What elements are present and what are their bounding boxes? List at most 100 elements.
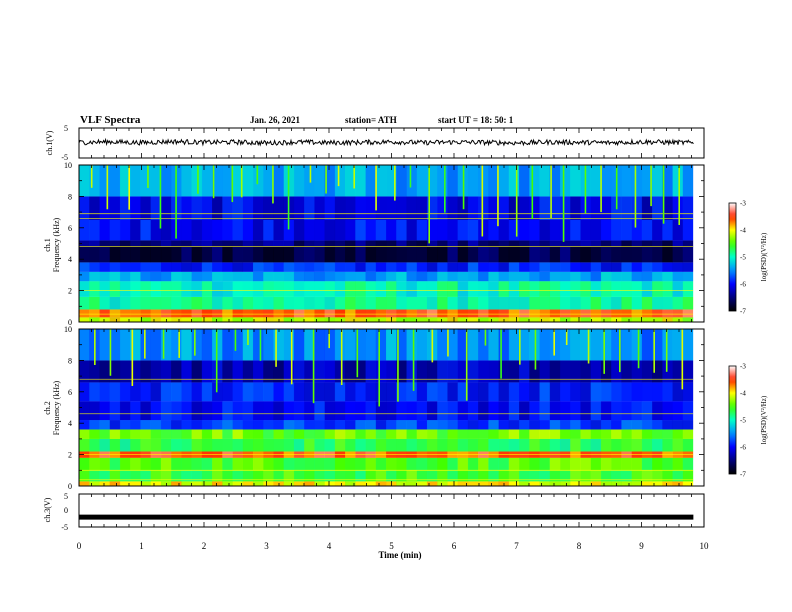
spectrogram-cell	[508, 240, 520, 247]
spectrogram-cell	[672, 470, 684, 482]
spectrogram-cell	[498, 219, 510, 241]
spectrogram-cell	[232, 470, 244, 482]
spectrogram-cell	[396, 329, 407, 361]
ch1-waveform-line	[78, 137, 694, 147]
spectrogram-cell	[600, 240, 612, 247]
spectrogram-cell	[508, 271, 520, 282]
spectrogram-cell	[334, 457, 346, 471]
sferic-streak	[375, 165, 377, 211]
spectrogram-cell	[590, 429, 602, 439]
spectrogram-cell	[252, 196, 264, 220]
spectrogram-cell	[559, 246, 571, 263]
spectrogram-cell	[160, 165, 172, 197]
spectrogram-cell	[539, 429, 551, 439]
spectrogram-cell	[345, 271, 356, 282]
spectrogram-cell	[99, 382, 110, 402]
spectrogram-cell	[652, 401, 663, 421]
spectrogram-cell	[150, 382, 162, 402]
spectrogram-cell	[293, 309, 305, 318]
spectrogram-cell	[160, 382, 172, 402]
spectrogram-cell	[641, 309, 653, 318]
spectrogram-cell	[621, 309, 632, 318]
spectrogram-cell	[252, 470, 264, 482]
spectrogram-cell	[201, 165, 213, 197]
spectrogram-cell	[201, 457, 213, 471]
spectrogram-cell	[447, 196, 458, 220]
spectrogram-cell	[580, 262, 591, 272]
ch2-spectrogram-ticks	[78, 328, 705, 487]
spectrogram-cell	[304, 309, 315, 318]
spectrogram-cell	[478, 438, 489, 452]
spectrogram-cell	[641, 271, 653, 282]
spectrogram-cell	[365, 457, 377, 471]
spectrogram-cell	[467, 457, 479, 471]
spectrogram-cell	[345, 470, 356, 482]
spectrogram-cell	[242, 438, 254, 452]
spectrogram-cell	[119, 329, 131, 361]
spectrogram-cell	[672, 271, 684, 282]
spectrogram-cell	[89, 420, 100, 430]
spectrogram-cell	[396, 240, 407, 247]
sferic-streak	[519, 329, 521, 365]
spectrogram-cell	[570, 281, 581, 297]
spectrogram-cell	[478, 420, 489, 430]
spectrogram-cell	[396, 470, 407, 482]
spectrogram-cell	[467, 309, 479, 318]
spectrogram-cell	[232, 329, 244, 361]
spectrogram-cell	[365, 470, 377, 482]
ch2-colorbar-label: log(PSD)(V²/Hz)	[760, 395, 768, 444]
spectrogram-cell	[641, 240, 653, 247]
spectrogram-cell	[457, 240, 469, 247]
time-tick: 1	[139, 541, 144, 551]
spectrogram-cell	[437, 329, 448, 361]
spectrogram-cell	[529, 296, 540, 310]
spectrogram-cell	[457, 262, 469, 272]
spectrogram-cell	[222, 296, 233, 310]
spectrogram-cell	[611, 219, 622, 241]
spectrogram-cell	[273, 438, 284, 452]
spectrogram-cell	[416, 438, 428, 452]
spectrogram-cell	[99, 457, 110, 471]
spectrogram-cell	[539, 481, 551, 486]
spectrogram-cell	[498, 420, 510, 430]
ch2-colorbar-tick: -6	[740, 444, 746, 452]
spectrogram-cell	[304, 481, 315, 486]
spectrogram-cell	[212, 165, 223, 197]
spectrogram-cell	[355, 360, 366, 383]
spectrogram-cell	[283, 262, 295, 272]
spectrogram-cell	[201, 309, 213, 318]
spectrogram-cell	[600, 281, 612, 297]
spectrogram-cell	[191, 281, 203, 297]
spectrogram-cell	[334, 420, 346, 430]
spectrogram-cell	[252, 309, 264, 318]
spectrogram-cell	[191, 382, 203, 402]
spectrogram-cell	[263, 246, 274, 263]
spectrogram-cell	[682, 382, 694, 402]
spectrogram-cell	[324, 401, 336, 421]
spectrogram-cell	[529, 262, 540, 272]
spectrogram-cell	[570, 219, 581, 241]
spectrogram-cell	[324, 165, 336, 197]
spectrogram-cell	[324, 457, 336, 471]
spectrogram-cell	[109, 240, 121, 247]
spectrogram-cell	[314, 420, 325, 430]
ch1-colorbar-tick: -3	[740, 200, 746, 208]
ch1-spec-ytick: 4	[68, 255, 72, 264]
spectrogram-cell	[89, 296, 100, 310]
spectrogram-cell	[508, 309, 520, 318]
sferic-streak	[500, 329, 502, 379]
spectrogram-cell	[130, 309, 141, 318]
spectrogram-cell	[386, 196, 397, 220]
spectrogram-cell	[641, 165, 653, 197]
spectrogram-cell	[682, 219, 694, 241]
spectrogram-cell	[447, 309, 458, 318]
spectrogram-cell	[590, 329, 602, 361]
spectrogram-cell	[181, 470, 192, 482]
spectrogram-cell	[611, 329, 622, 361]
spectrogram-cell	[252, 360, 264, 383]
spectrogram-cell	[89, 240, 100, 247]
spectrogram-cell	[140, 470, 151, 482]
spectrogram-cell	[89, 457, 100, 471]
spectrogram-cell	[559, 481, 571, 486]
spectrogram-cell	[570, 470, 581, 482]
